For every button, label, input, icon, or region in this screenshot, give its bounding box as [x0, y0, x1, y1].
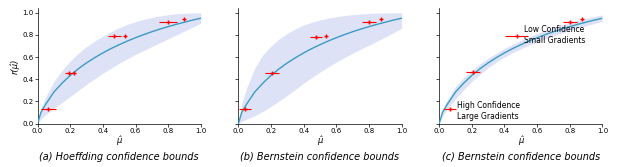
Text: (c) Bernstein confidence bounds: (c) Bernstein confidence bounds — [442, 152, 600, 162]
Y-axis label: r(μ̂): r(μ̂) — [10, 58, 19, 74]
X-axis label: μ̂: μ̂ — [518, 135, 524, 145]
Text: (b) Bernstein confidence bounds: (b) Bernstein confidence bounds — [241, 152, 399, 162]
Text: Low Confidence
Small Gradients: Low Confidence Small Gradients — [524, 25, 586, 45]
Text: (a) Hoeffding confidence bounds: (a) Hoeffding confidence bounds — [40, 152, 199, 162]
X-axis label: μ̂: μ̂ — [317, 135, 323, 145]
Text: High Confidence
Large Gradients: High Confidence Large Gradients — [457, 101, 520, 121]
X-axis label: μ̂: μ̂ — [116, 135, 122, 145]
